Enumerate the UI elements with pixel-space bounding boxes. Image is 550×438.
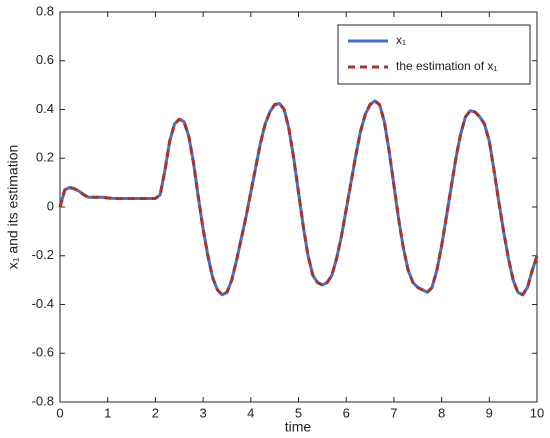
legend-label: x₁ <box>396 33 406 47</box>
x-axis-label: time <box>285 419 312 435</box>
y-tick-label: -0.4 <box>32 296 54 311</box>
x-tick-label: 5 <box>295 405 302 420</box>
x-tick-label: 3 <box>199 405 206 420</box>
x-tick-label: 2 <box>152 405 159 420</box>
y-tick-label: -0.8 <box>32 393 54 408</box>
y-tick-label: 0.2 <box>36 150 54 165</box>
y-axis-label: x₁ and its estimation <box>5 145 21 270</box>
y-tick-label: -0.2 <box>32 247 54 262</box>
x-tick-label: 0 <box>56 405 63 420</box>
x-tick-label: 10 <box>530 405 544 420</box>
y-tick-label: 0.6 <box>36 52 54 67</box>
y-tick-label: 0 <box>47 198 54 213</box>
x-tick-label: 8 <box>438 405 445 420</box>
legend-label: the estimation of x₁ <box>396 59 497 73</box>
x-tick-label: 7 <box>390 405 397 420</box>
x-tick-label: 1 <box>104 405 111 420</box>
x-tick-label: 9 <box>486 405 493 420</box>
y-tick-label: 0.4 <box>36 101 54 116</box>
x-tick-label: 6 <box>343 405 350 420</box>
legend-box <box>337 24 531 85</box>
y-tick-label: -0.6 <box>32 345 54 360</box>
x-tick-label: 4 <box>247 405 254 420</box>
series-line <box>58 99 539 297</box>
y-tick-label: 0.8 <box>36 3 54 18</box>
